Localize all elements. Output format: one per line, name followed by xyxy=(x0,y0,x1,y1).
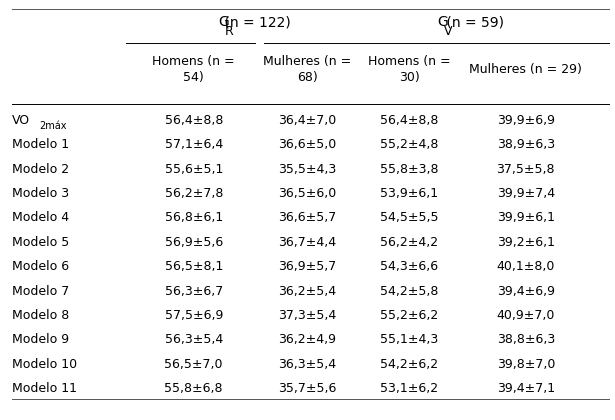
Text: 36,2±4,9: 36,2±4,9 xyxy=(279,333,336,346)
Text: 35,7±5,6: 35,7±5,6 xyxy=(279,382,336,395)
Text: Mulheres (n =
68): Mulheres (n = 68) xyxy=(263,55,352,84)
Text: 36,6±5,0: 36,6±5,0 xyxy=(279,139,336,151)
Text: Modelo 11: Modelo 11 xyxy=(12,382,77,395)
Text: 55,8±6,8: 55,8±6,8 xyxy=(164,382,223,395)
Text: Mulheres (n = 29): Mulheres (n = 29) xyxy=(469,63,582,76)
Text: 36,9±5,7: 36,9±5,7 xyxy=(279,260,336,273)
Text: 38,8±6,3: 38,8±6,3 xyxy=(497,333,555,346)
Text: 55,2±4,8: 55,2±4,8 xyxy=(380,139,438,151)
Text: 40,9±7,0: 40,9±7,0 xyxy=(497,309,555,322)
Text: 56,3±6,7: 56,3±6,7 xyxy=(165,285,223,297)
Text: 39,9±7,4: 39,9±7,4 xyxy=(497,187,555,200)
Text: 36,4±7,0: 36,4±7,0 xyxy=(279,114,336,127)
Text: G: G xyxy=(437,15,448,29)
Text: 36,3±5,4: 36,3±5,4 xyxy=(279,358,336,370)
Text: 56,2±4,2: 56,2±4,2 xyxy=(380,236,438,249)
Text: 56,5±7,0: 56,5±7,0 xyxy=(164,358,223,370)
Text: 36,5±6,0: 36,5±6,0 xyxy=(279,187,336,200)
Text: 55,8±3,8: 55,8±3,8 xyxy=(379,163,438,176)
Text: 54,2±5,8: 54,2±5,8 xyxy=(380,285,438,297)
Text: V: V xyxy=(444,25,452,38)
Text: 39,9±6,1: 39,9±6,1 xyxy=(497,212,555,224)
Text: 55,1±4,3: 55,1±4,3 xyxy=(380,333,438,346)
Text: 54,2±6,2: 54,2±6,2 xyxy=(380,358,438,370)
Text: Modelo 10: Modelo 10 xyxy=(12,358,77,370)
Text: 38,9±6,3: 38,9±6,3 xyxy=(497,139,555,151)
Text: 57,5±6,9: 57,5±6,9 xyxy=(165,309,223,322)
Text: 56,8±6,1: 56,8±6,1 xyxy=(165,212,223,224)
Text: 36,2±5,4: 36,2±5,4 xyxy=(279,285,336,297)
Text: 37,5±5,8: 37,5±5,8 xyxy=(496,163,555,176)
Text: 2máx: 2máx xyxy=(39,121,67,131)
Text: Modelo 6: Modelo 6 xyxy=(12,260,69,273)
Text: 56,5±8,1: 56,5±8,1 xyxy=(165,260,223,273)
Text: 35,5±4,3: 35,5±4,3 xyxy=(279,163,336,176)
Text: VO: VO xyxy=(12,114,30,127)
Text: (n = 122): (n = 122) xyxy=(221,15,292,29)
Text: (n = 59): (n = 59) xyxy=(442,15,504,29)
Text: 54,3±6,6: 54,3±6,6 xyxy=(380,260,438,273)
Text: 53,9±6,1: 53,9±6,1 xyxy=(380,187,438,200)
Text: Homens (n =
54): Homens (n = 54) xyxy=(153,55,235,84)
Text: Modelo 1: Modelo 1 xyxy=(12,139,69,151)
Text: Modelo 9: Modelo 9 xyxy=(12,333,69,346)
Text: 39,2±6,1: 39,2±6,1 xyxy=(497,236,555,249)
Text: 36,7±4,4: 36,7±4,4 xyxy=(279,236,336,249)
Text: Modelo 4: Modelo 4 xyxy=(12,212,69,224)
Text: 56,4±8,8: 56,4±8,8 xyxy=(380,114,438,127)
Text: 57,1±6,4: 57,1±6,4 xyxy=(165,139,223,151)
Text: G: G xyxy=(218,15,229,29)
Text: 56,4±8,8: 56,4±8,8 xyxy=(165,114,223,127)
Text: 40,1±8,0: 40,1±8,0 xyxy=(497,260,555,273)
Text: 56,2±7,8: 56,2±7,8 xyxy=(165,187,223,200)
Text: R: R xyxy=(224,25,233,38)
Text: 39,8±7,0: 39,8±7,0 xyxy=(497,358,555,370)
Text: 56,9±5,6: 56,9±5,6 xyxy=(165,236,223,249)
Text: Modelo 2: Modelo 2 xyxy=(12,163,69,176)
Text: Modelo 8: Modelo 8 xyxy=(12,309,69,322)
Text: Modelo 7: Modelo 7 xyxy=(12,285,69,297)
Text: Homens (n =
30): Homens (n = 30) xyxy=(368,55,450,84)
Text: Modelo 3: Modelo 3 xyxy=(12,187,69,200)
Text: 39,9±6,9: 39,9±6,9 xyxy=(497,114,555,127)
Text: 55,6±5,1: 55,6±5,1 xyxy=(165,163,223,176)
Text: Modelo 5: Modelo 5 xyxy=(12,236,69,249)
Text: 36,6±5,7: 36,6±5,7 xyxy=(279,212,336,224)
Text: 37,3±5,4: 37,3±5,4 xyxy=(279,309,336,322)
Text: 55,2±6,2: 55,2±6,2 xyxy=(380,309,438,322)
Text: 53,1±6,2: 53,1±6,2 xyxy=(380,382,438,395)
Text: 39,4±7,1: 39,4±7,1 xyxy=(497,382,555,395)
Text: 56,3±5,4: 56,3±5,4 xyxy=(165,333,223,346)
Text: 54,5±5,5: 54,5±5,5 xyxy=(379,212,438,224)
Text: 39,4±6,9: 39,4±6,9 xyxy=(497,285,555,297)
